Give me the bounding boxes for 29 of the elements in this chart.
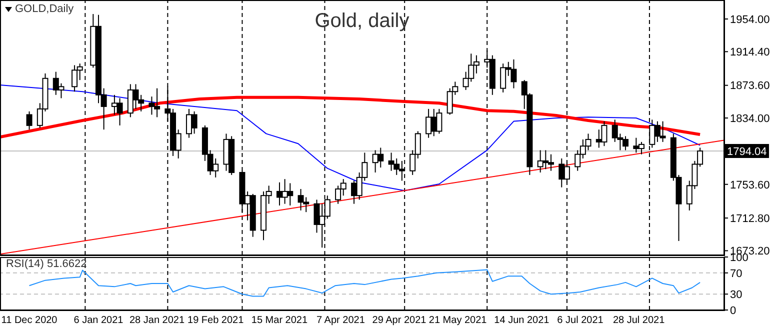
ref-line-label: 1794.04: [727, 146, 767, 158]
chart-title: RSI(14) 51.6622: [6, 258, 87, 270]
x-tick-label: 19 Feb 2021: [188, 315, 244, 326]
y-tick-label: 100: [730, 252, 748, 264]
line-series: [28, 269, 701, 297]
x-tick-label: 11 Dec 2020: [1, 315, 58, 326]
y-tick-label: 1954.00: [730, 14, 770, 26]
x-tick-label: 7 Apr 2021: [316, 315, 366, 326]
x-tick-label: 29 Apr 2021: [372, 315, 427, 326]
y-tick-label: 1712.80: [730, 212, 770, 225]
line-series: [0, 96, 702, 138]
x-tick-label: 6 Jul 2021: [557, 315, 604, 326]
x-tick-label: 15 Mar 2021: [251, 315, 308, 326]
y-tick-label: 30: [730, 289, 742, 302]
annotation: GOLD,Daily: [15, 3, 74, 15]
y-tick-label: 1914.40: [730, 46, 770, 59]
x-tick-label: 28 Jul 2021: [612, 315, 666, 326]
x-tick-label: 21 May 2021: [428, 315, 488, 326]
y-tick-label: 0: [730, 304, 736, 317]
y-tick-label: 1834.00: [730, 112, 770, 125]
x-tick-label: 28 Jan 2021: [130, 315, 185, 326]
x-tick-label: 6 Jan 2021: [74, 315, 124, 326]
y-tick-label: 1873.60: [730, 80, 770, 92]
x-tick-label: 14 Jun 2021: [494, 315, 550, 326]
y-tick-label: 70: [730, 268, 742, 280]
candlestick: [426, 108, 432, 138]
y-tick-label: 1753.60: [730, 179, 770, 192]
text: Gold, daily: [314, 10, 410, 32]
candlestick: [26, 110, 32, 130]
